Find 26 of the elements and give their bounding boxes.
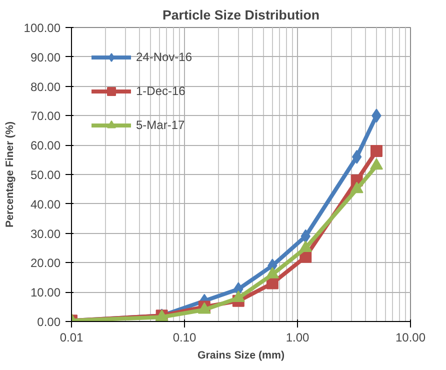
y-tick-label: 0.00 [37,315,61,329]
chart-title: Particle Size Distribution [162,8,320,22]
legend-label: 5-Mar-17 [136,118,185,132]
y-tick-label: 50.00 [30,168,61,182]
legend-label: 24-Nov-16 [136,50,192,64]
x-tick-label: 1.00 [286,330,310,344]
point [370,158,383,170]
point [266,267,279,278]
x-tick-label: 10.00 [395,330,426,344]
point [299,240,312,252]
x-tick-label: 0.10 [172,330,197,344]
y-tick-label: 70.00 [30,109,61,124]
point [370,144,382,157]
x-tick-label: 0.01 [60,330,84,344]
legend-label: 1-Dec-16 [136,84,186,98]
y-tick-label: 30.00 [30,226,61,241]
y-tick-label: 40.00 [30,197,61,212]
y-tick-label: 100.00 [24,21,61,35]
y-tick-label: 60.00 [30,138,61,153]
y-tick-label: 20.00 [30,256,61,270]
y-axis-title: Percentage Finer (%) [4,121,16,228]
y-tick-label: 10.00 [30,286,61,300]
y-tick-label: 90.00 [30,50,61,64]
point [232,290,245,302]
x-axis-title: Grains Size (mm) [197,350,285,362]
y-tick-label: 80.00 [30,80,61,94]
